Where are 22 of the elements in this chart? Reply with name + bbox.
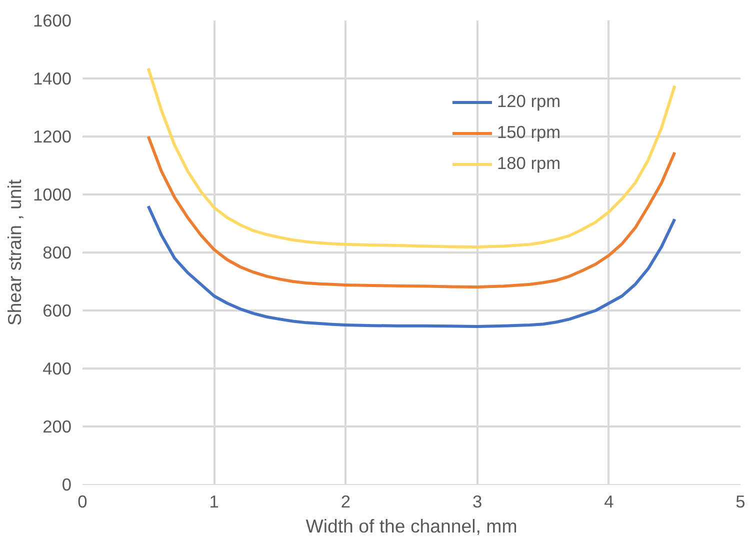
x-tick-label: 5 bbox=[736, 492, 746, 512]
x-tick-label: 0 bbox=[78, 492, 88, 512]
y-tick-label: 1400 bbox=[32, 68, 72, 88]
line-series bbox=[146, 66, 676, 248]
y-tick-label: 1000 bbox=[32, 184, 72, 204]
legend-label: 150 rpm bbox=[497, 122, 561, 143]
y-tick-label: 1600 bbox=[32, 10, 72, 30]
line-series bbox=[146, 204, 676, 328]
x-tick-label: 4 bbox=[604, 492, 614, 512]
y-axis-title: Shear strain , unit bbox=[4, 178, 25, 326]
x-tick-label: 3 bbox=[472, 492, 482, 512]
legend-label: 120 rpm bbox=[497, 91, 561, 112]
y-tick-label: 0 bbox=[62, 474, 72, 494]
x-axis-title: Width of the channel, mm bbox=[306, 516, 518, 536]
y-tick-label: 800 bbox=[42, 242, 72, 262]
y-tick-label: 200 bbox=[42, 416, 72, 436]
y-tick-label: 600 bbox=[42, 300, 72, 320]
x-tick-label: 1 bbox=[209, 492, 219, 512]
y-tick-label: 1200 bbox=[32, 126, 72, 146]
y-tick-label: 400 bbox=[42, 358, 72, 378]
x-tick-label: 2 bbox=[340, 492, 351, 512]
legend-label: 180 rpm bbox=[497, 153, 561, 174]
